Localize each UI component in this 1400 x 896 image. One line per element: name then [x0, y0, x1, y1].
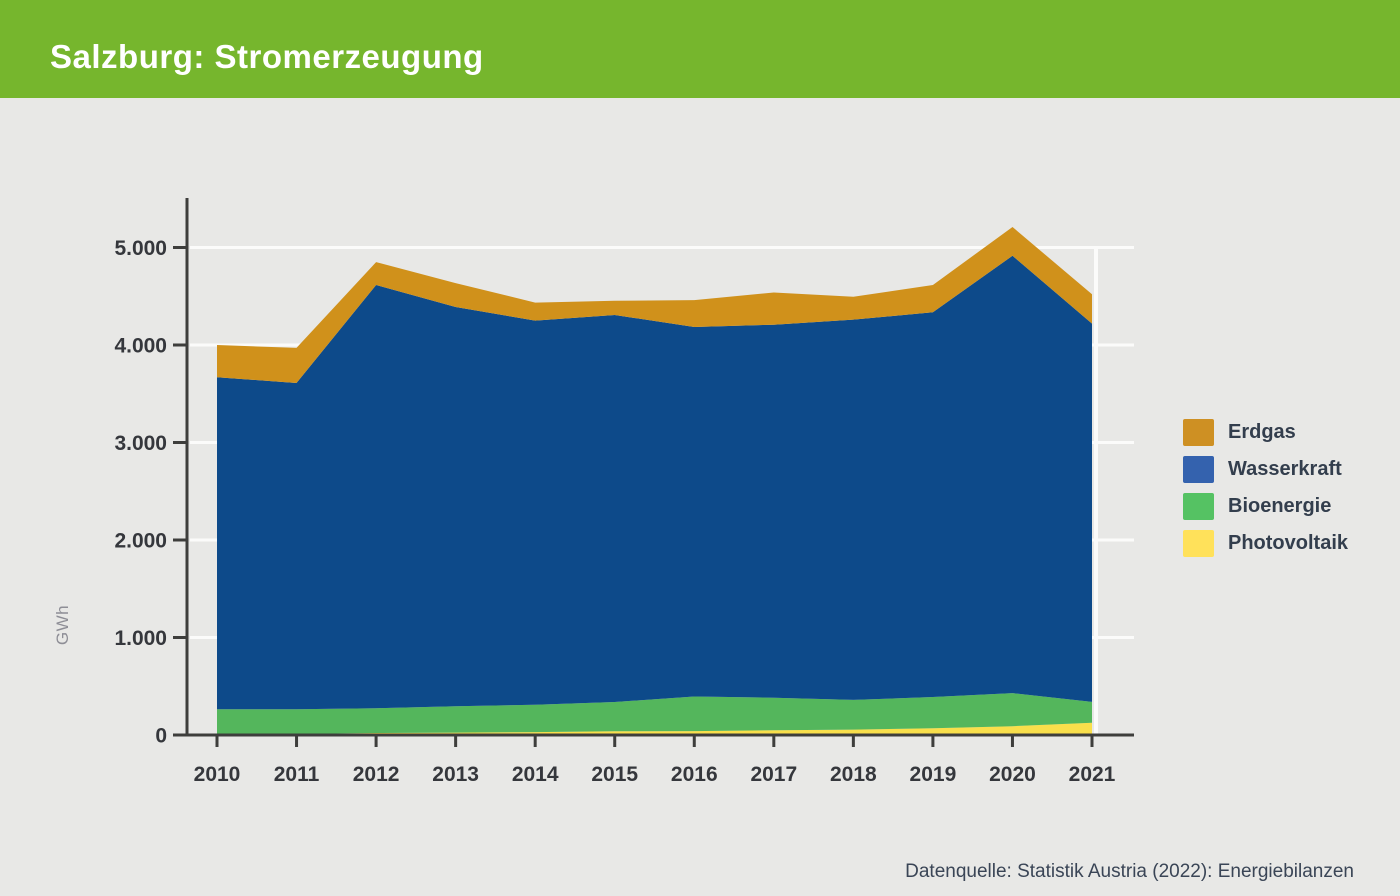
legend-item-photovoltaik: Photovoltaik — [1183, 530, 1348, 557]
x-tick-label-2013: 2013 — [432, 763, 479, 786]
y-tick-label-0: 0 — [155, 725, 167, 748]
x-tick-label-2020: 2020 — [989, 763, 1036, 786]
x-tick-2019 — [931, 734, 935, 747]
x-tick-label-2012: 2012 — [353, 763, 400, 786]
x-tick-2020 — [1010, 734, 1014, 747]
y-tick-2000 — [173, 538, 187, 542]
y-tick-1000 — [173, 636, 187, 639]
x-tick-label-2018: 2018 — [830, 763, 877, 786]
y-tick-0 — [173, 733, 187, 737]
y-tick-4000 — [173, 343, 187, 347]
y-tick-label-2000: 2.000 — [114, 530, 167, 553]
x-tick-2012 — [374, 734, 378, 747]
page-title: Salzburg: Stromerzeugung — [50, 38, 484, 75]
x-tick-2016 — [692, 734, 696, 747]
x-tick-2010 — [215, 734, 219, 747]
legend-swatch-bioenergie — [1183, 493, 1214, 520]
data-source-note: Datenquelle: Statistik Austria (2022): E… — [905, 861, 1354, 882]
x-axis — [185, 733, 1134, 737]
x-tick-label-2019: 2019 — [910, 763, 957, 786]
legend-swatch-photovoltaik — [1183, 530, 1214, 557]
y-axis-unit-label: GWh — [53, 605, 72, 645]
x-tick-label-2014: 2014 — [512, 763, 559, 786]
legend-item-bioenergie: Bioenergie — [1183, 493, 1348, 520]
legend-label-wasserkraft: Wasserkraft — [1228, 458, 1342, 480]
area-bioenergie — [217, 693, 1092, 735]
x-tick-label-2011: 2011 — [274, 763, 320, 786]
legend-label-photovoltaik: Photovoltaik — [1228, 532, 1349, 554]
x-tick-2011 — [295, 734, 299, 747]
area-photovoltaik — [217, 722, 1092, 735]
y-tick-label-4000: 4.000 — [114, 335, 167, 358]
chart-legend: Erdgas Wasserkraft Bioenergie Photovoltaik — [1183, 419, 1348, 567]
y-tick-5000 — [173, 246, 187, 249]
x-tick-label-2010: 2010 — [194, 763, 241, 786]
legend-swatch-wasserkraft — [1183, 456, 1214, 483]
x-tick-label-2017: 2017 — [750, 763, 797, 786]
y-tick-3000 — [173, 441, 187, 444]
x-tick-2014 — [533, 734, 537, 747]
y-tick-label-1000: 1.000 — [114, 627, 167, 650]
y-axis — [185, 198, 189, 737]
legend-item-erdgas: Erdgas — [1183, 419, 1348, 446]
x-tick-label-2016: 2016 — [671, 763, 718, 786]
x-tick-2017 — [772, 734, 776, 747]
x-tick-label-2015: 2015 — [591, 763, 638, 786]
x-tick-2013 — [454, 734, 458, 747]
x-tick-label-2021: 2021 — [1069, 763, 1116, 786]
area-erdgas — [217, 227, 1092, 383]
x-tick-2015 — [613, 734, 617, 747]
y-tick-label-3000: 3.000 — [114, 432, 167, 455]
y-tick-label-5000: 5.000 — [114, 237, 167, 260]
x-tick-2021 — [1090, 734, 1094, 747]
header-bar: Salzburg: Stromerzeugung — [0, 0, 1400, 98]
legend-label-erdgas: Erdgas — [1228, 421, 1296, 443]
legend-swatch-erdgas — [1183, 419, 1214, 446]
legend-label-bioenergie: Bioenergie — [1228, 495, 1332, 517]
area-wasserkraft — [217, 255, 1092, 710]
legend-item-wasserkraft: Wasserkraft — [1183, 456, 1348, 483]
x-tick-2018 — [851, 734, 855, 747]
